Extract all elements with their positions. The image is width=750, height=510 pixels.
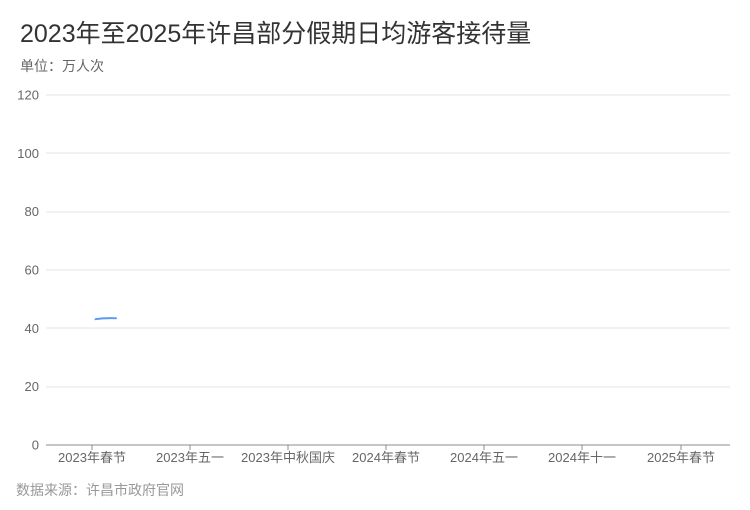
svg-text:2023年春节: 2023年春节 bbox=[58, 450, 126, 465]
svg-text:80: 80 bbox=[25, 204, 39, 219]
svg-text:2023年中秋国庆: 2023年中秋国庆 bbox=[241, 450, 335, 465]
svg-text:0: 0 bbox=[32, 438, 39, 453]
svg-text:20: 20 bbox=[25, 379, 39, 394]
svg-text:100: 100 bbox=[17, 146, 39, 161]
svg-text:2023年五一: 2023年五一 bbox=[156, 450, 224, 465]
svg-text:60: 60 bbox=[25, 262, 39, 277]
svg-text:120: 120 bbox=[17, 88, 39, 103]
svg-text:2025年春节: 2025年春节 bbox=[647, 450, 715, 465]
svg-text:2024年春节: 2024年春节 bbox=[352, 450, 420, 465]
svg-text:2024年五一: 2024年五一 bbox=[450, 450, 518, 465]
svg-text:40: 40 bbox=[25, 321, 39, 336]
svg-text:2024年十一: 2024年十一 bbox=[548, 450, 616, 465]
